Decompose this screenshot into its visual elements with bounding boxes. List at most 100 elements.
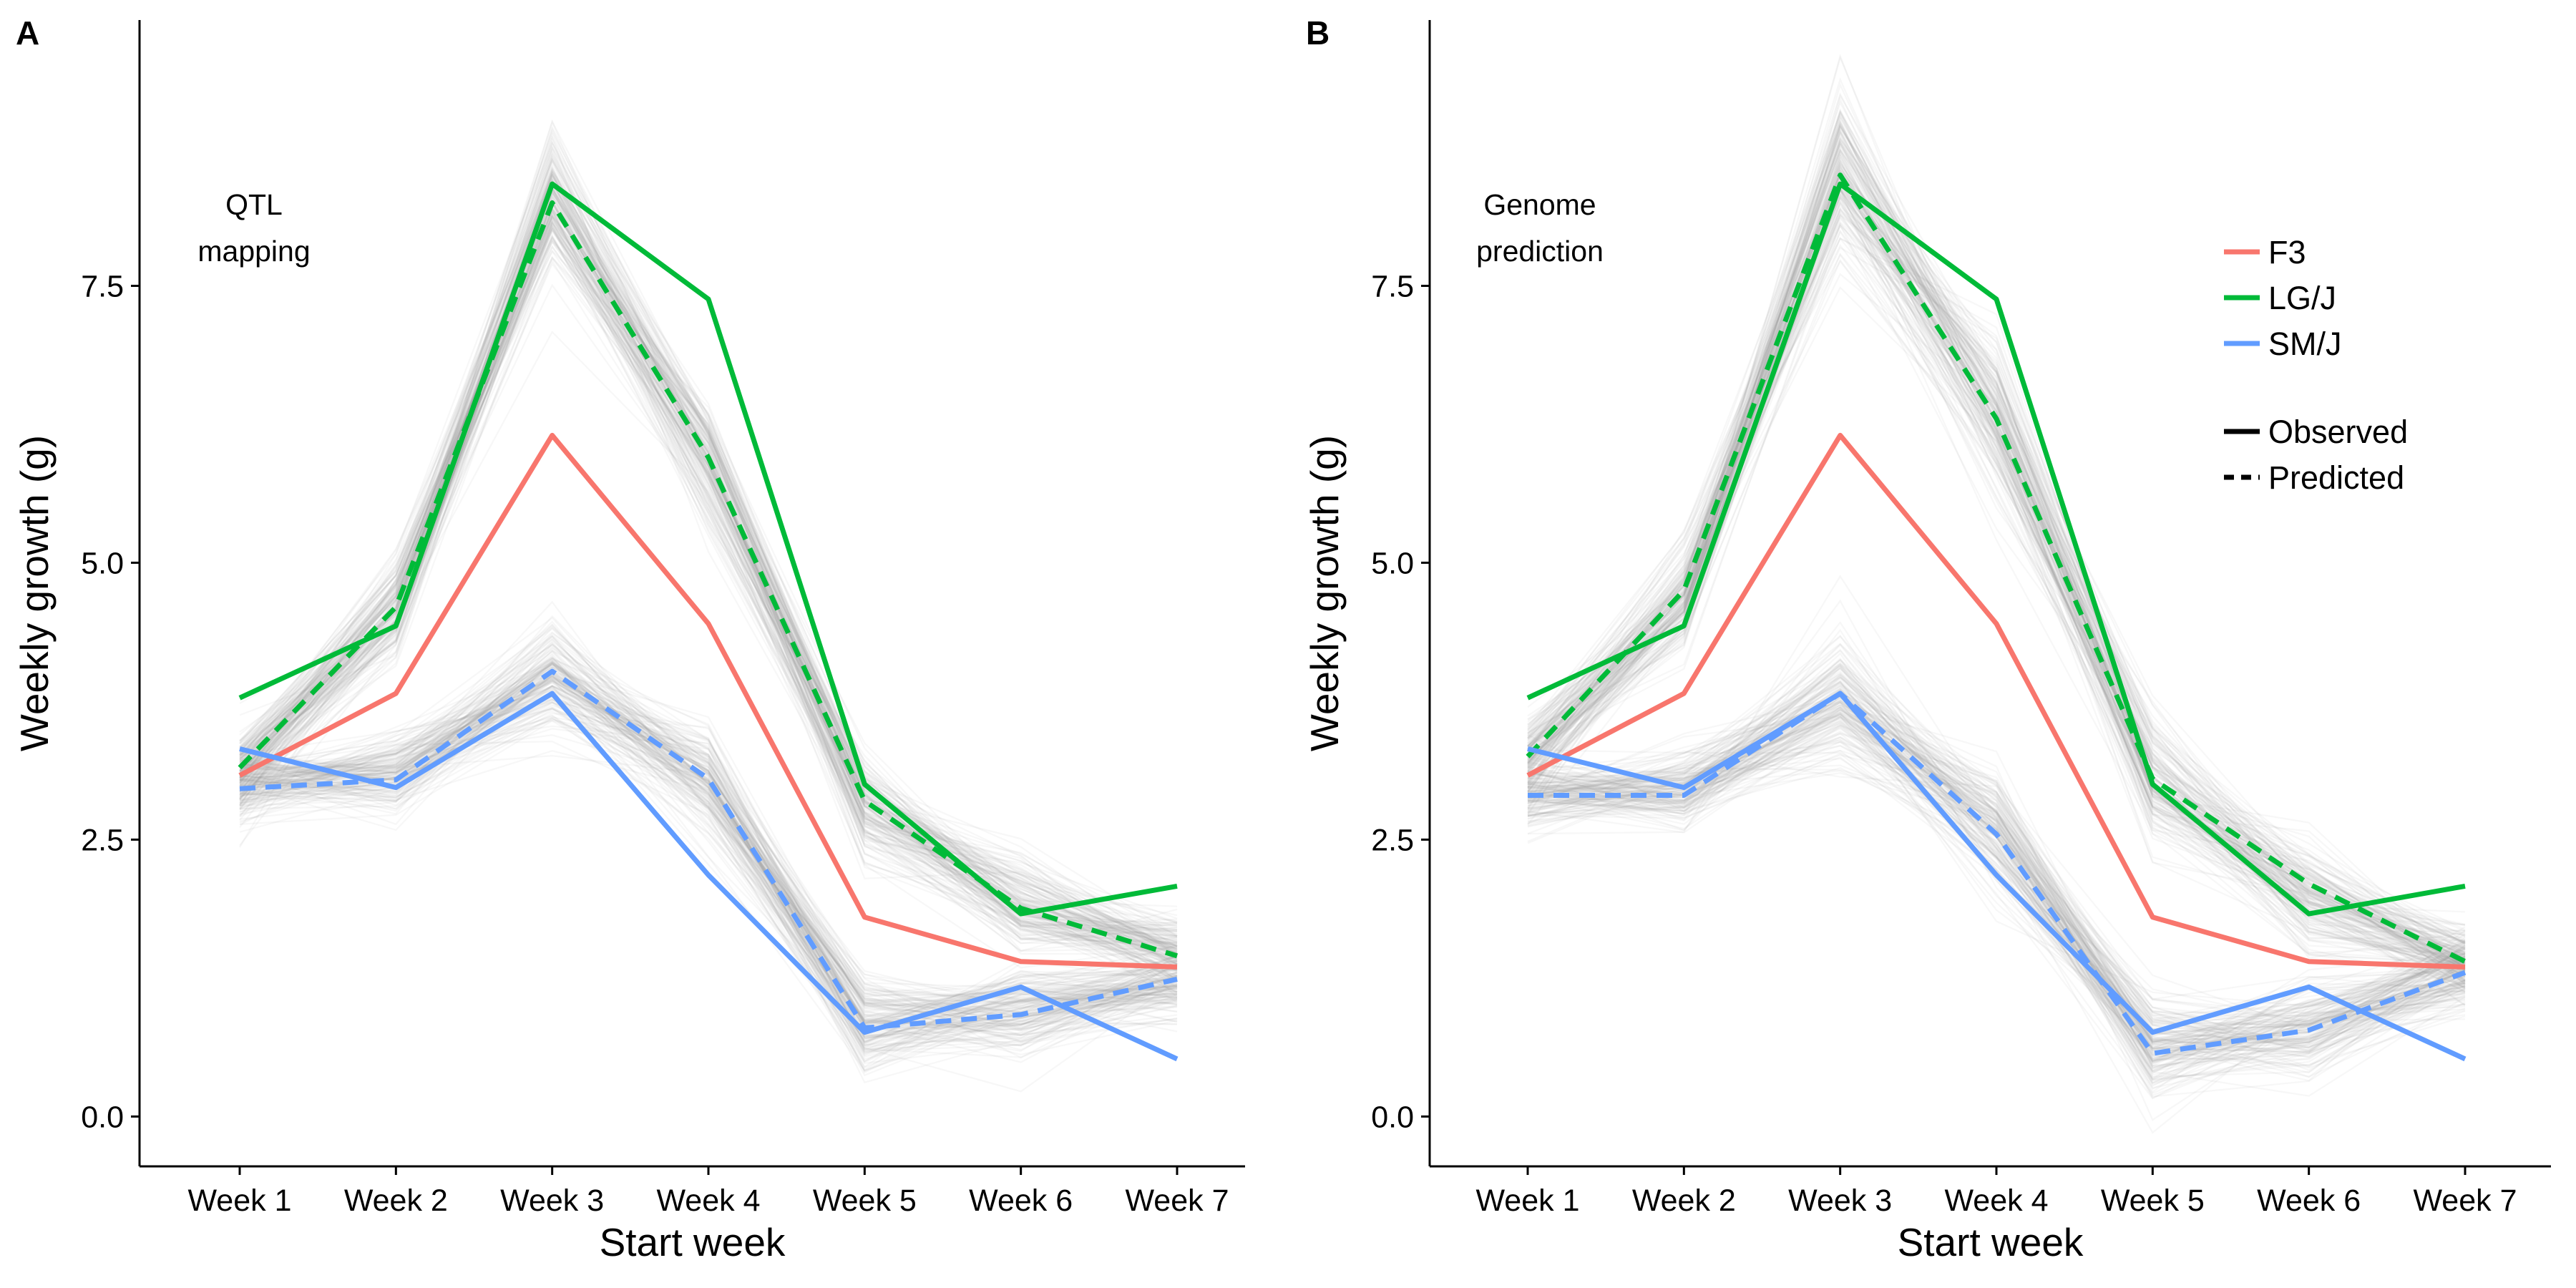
simulation-line [239,678,1178,1059]
x-axis-title: Start week [1898,1220,2084,1264]
simulation-line [1527,143,2466,944]
simulation-line [239,224,1178,937]
simulation-line [239,688,1178,1025]
simulation-line [239,679,1178,1025]
x-tick-label: Week 7 [1126,1184,1229,1218]
series-line-sm-j-predicted [239,668,1178,1030]
simulation-line [239,600,1178,1030]
simulation-line [239,172,1178,957]
simulation-line [239,185,1178,960]
simulation-line [239,687,1178,1053]
simulation-line [239,728,1178,1036]
simulation-line [239,675,1178,1008]
simulation-line [239,685,1178,1093]
simulation-line [239,140,1178,952]
simulation-line [239,167,1178,943]
simulation-line [239,218,1178,919]
simulation-line [239,228,1178,982]
simulation-line [1527,182,2466,945]
simulation-line [239,657,1178,1028]
simulation-line [239,669,1178,1028]
simulation-line [239,249,1178,957]
simulation-line [1527,243,2466,942]
simulation-line [1527,689,2466,1043]
simulation-line [1527,724,2466,1063]
simulation-line [1527,170,2466,989]
simulation-line [239,222,1178,935]
simulation-line [1527,154,2466,940]
simulation-line [1527,151,2466,955]
simulation-line [1527,670,2466,1025]
simulation-line [1527,696,2466,1074]
simulation-line [239,201,1178,982]
simulation-line [1527,693,2466,1043]
simulation-line [1527,97,2466,989]
simulation-line [239,750,1178,1040]
simulation-line [1527,224,2466,967]
simulation-line [1527,171,2466,931]
simulation-line [1527,110,2466,966]
simulation-line [1527,741,2466,1078]
simulation-line [1527,237,2466,958]
simulation-line [239,712,1178,1013]
simulation-line [239,666,1178,1054]
simulation-line [239,698,1178,1028]
simulation-line [239,156,1178,963]
x-tick-label: Week 6 [969,1184,1073,1218]
simulation-line [1527,658,2466,1063]
simulation-line [239,695,1178,1043]
y-tick-label: 2.5 [81,823,124,857]
simulation-line [1527,160,2466,962]
simulation-line [1527,188,2466,934]
simulation-line [1527,716,2466,1074]
simulation-line [1527,749,2466,1040]
simulation-line [1527,676,2466,1066]
x-axis-title: Start week [600,1220,786,1264]
simulation-line [1527,176,2466,978]
simulation-line [1527,187,2466,965]
simulation-line [239,664,1178,1005]
simulation-line [239,715,1178,1000]
simulation-line [239,191,1178,953]
simulation-line [1527,108,2466,963]
simulation-line [1527,165,2466,970]
panel-annotation: mapping [197,235,310,268]
x-tick-label: Week 2 [1632,1184,1736,1218]
simulation-line [1527,141,2466,969]
simulation-line [1527,738,2466,1018]
simulation-line [1527,187,2466,970]
simulation-line [239,190,1178,924]
x-tick-label: Week 1 [1476,1184,1580,1218]
simulation-line [239,185,1178,946]
simulation-line [1527,137,2466,972]
simulation-line [239,157,1178,937]
simulation-line [1527,693,2466,1069]
simulation-line [239,283,1178,984]
simulation-line [1527,703,2466,1082]
simulation-line [239,228,1178,965]
x-tick-label: Week 2 [344,1184,448,1218]
simulation-line [239,218,1178,949]
series-line-sm-j-observed [1527,691,2467,1062]
simulation-line [1527,187,2466,960]
simulation-line [1527,172,2466,982]
simulation-line [239,225,1178,932]
simulation-line [239,701,1178,1033]
simulation-line [1527,674,2466,1062]
simulation-line [239,708,1178,1018]
simulation-line [1527,732,2466,1063]
simulation-line [1527,715,2466,1045]
simulation-line [1527,195,2466,964]
panel-tag: A [16,14,39,52]
simulation-line [239,170,1178,953]
simulation-line [239,702,1178,1043]
simulation-line [1527,149,2466,967]
simulation-line [1527,643,2466,1053]
simulation-line [239,662,1178,1053]
simulation-line [239,197,1178,970]
simulation-line [239,719,1178,1049]
simulation-line [239,190,1178,980]
simulation-line [1527,689,2466,1025]
y-tick-label: 7.5 [81,269,124,303]
simulation-line [239,641,1178,1032]
